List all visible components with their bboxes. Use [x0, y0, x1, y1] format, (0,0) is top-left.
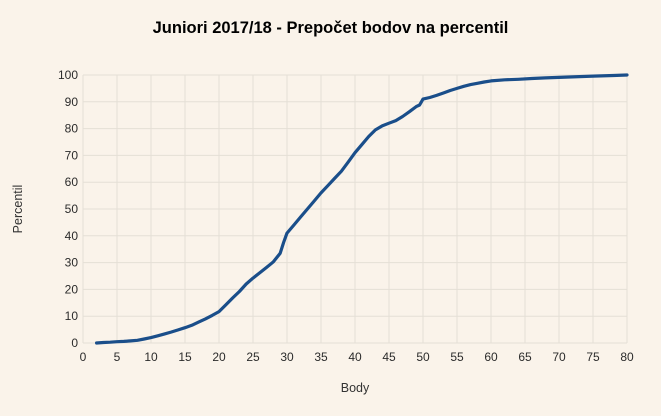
y-tick-label: 10: [65, 309, 79, 323]
x-tick-label: 45: [382, 350, 396, 364]
y-tick-label: 0: [71, 336, 78, 350]
y-tick-label: 90: [65, 95, 79, 109]
percentile-curve: [95, 73, 629, 345]
x-axis-title: Body: [341, 381, 370, 395]
chart-title: Juniori 2017/18 - Prepočet bodov na perc…: [153, 19, 509, 37]
y-axis-tick-labels: 0 10 20 30 40 50 60 70 80 90 100: [58, 68, 78, 350]
x-tick-label: 55: [450, 350, 464, 364]
y-tick-label: 40: [65, 229, 79, 243]
x-tick-label: 5: [114, 350, 121, 364]
x-tick-label: 20: [212, 350, 226, 364]
x-tick-label: 75: [586, 350, 600, 364]
x-tick-label: 40: [348, 350, 362, 364]
x-tick-label: 65: [518, 350, 532, 364]
x-tick-label: 70: [552, 350, 566, 364]
y-tick-label: 70: [65, 148, 79, 162]
x-tick-label: 15: [178, 350, 192, 364]
y-tick-label: 100: [58, 68, 78, 82]
grid: [82, 74, 628, 344]
x-tick-label: 50: [416, 350, 430, 364]
x-tick-label: 35: [314, 350, 328, 364]
y-axis-title: Percentil: [11, 185, 25, 234]
y-tick-label: 30: [65, 256, 79, 270]
x-tick-label: 0: [80, 350, 87, 364]
y-tick-label: 60: [65, 175, 79, 189]
y-tick-label: 20: [65, 282, 79, 296]
y-tick-label: 50: [65, 202, 79, 216]
x-tick-label: 10: [144, 350, 158, 364]
x-axis-tick-labels: 0 5 10 15 20 25 30 35 40 45 50 55 60 65 70 75 80: [80, 350, 634, 364]
y-tick-label: 80: [65, 122, 79, 136]
x-tick-label: 80: [620, 350, 634, 364]
x-tick-label: 25: [246, 350, 260, 364]
x-tick-label: 60: [484, 350, 498, 364]
x-tick-label: 30: [280, 350, 294, 364]
